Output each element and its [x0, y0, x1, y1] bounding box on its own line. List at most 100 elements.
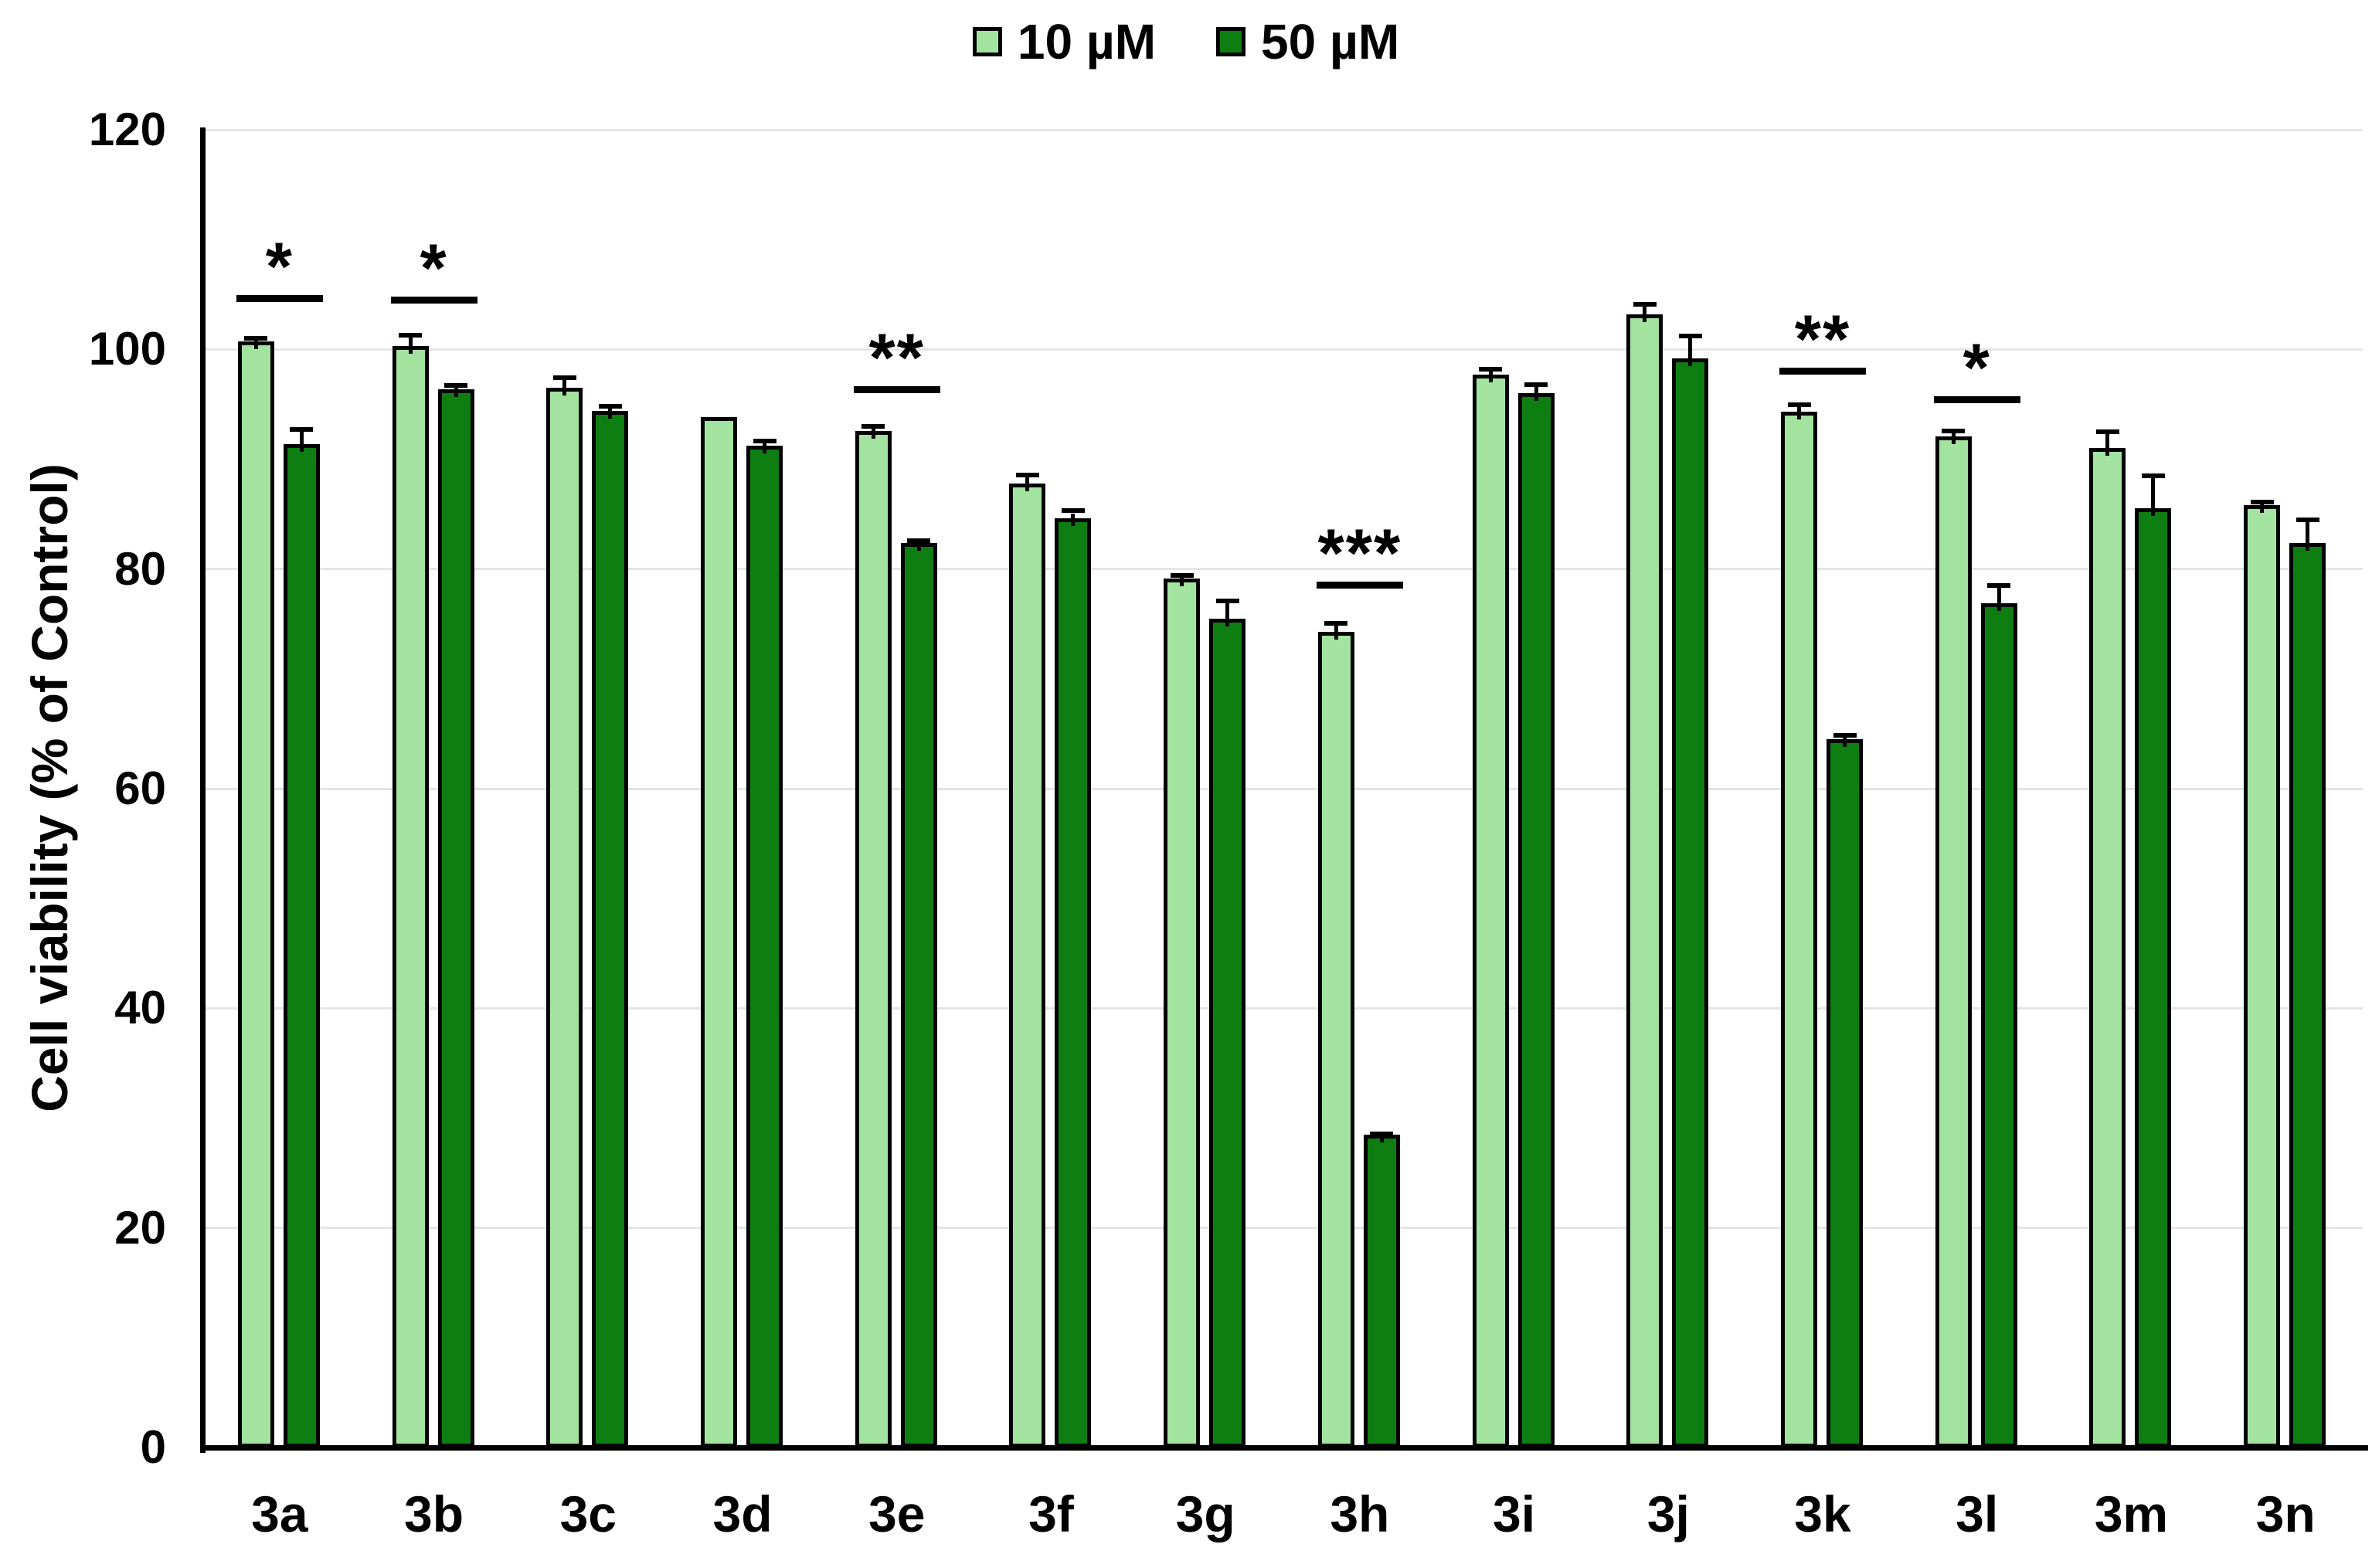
- significance-line-3e: [853, 386, 940, 394]
- x-label-3d: 3d: [712, 1485, 773, 1543]
- x-label-3f: 3f: [1028, 1485, 1074, 1543]
- bar-3d-10uM: [701, 417, 737, 1448]
- gridline-120: [202, 128, 2363, 131]
- error-bar-stem-3k-10uM: [1797, 406, 1801, 420]
- error-bar-stem-3a-10uM: [253, 341, 258, 350]
- bar-3b-50uM: [437, 389, 474, 1448]
- bar-3k-10uM: [1781, 412, 1817, 1448]
- gridline-80: [202, 568, 2363, 571]
- x-label-3i: 3i: [1493, 1485, 1536, 1543]
- bar-3a-10uM: [237, 341, 274, 1448]
- error-bar-stem-3g-50uM: [1225, 603, 1230, 626]
- error-bar-cap-3m-50uM: [2141, 473, 2165, 478]
- x-label-3k: 3k: [1794, 1485, 1851, 1543]
- legend-item-50uM: 50 µM: [1216, 17, 1399, 66]
- legend-label-10uM: 10 µM: [1017, 14, 1156, 70]
- error-bar-stem-3f-10uM: [1025, 477, 1030, 491]
- error-bar-stem-3h-10uM: [1334, 625, 1338, 640]
- error-bar-cap-3c-10uM: [552, 375, 576, 381]
- error-bar-stem-3e-50uM: [916, 542, 921, 551]
- y-tick-label-120: 120: [88, 104, 166, 155]
- error-bar-stem-3n-50uM: [2306, 521, 2310, 551]
- bar-3e-10uM: [855, 430, 892, 1448]
- y-axis-tick-labels: 0 20 40 60 80 100 120: [0, 104, 166, 1473]
- bar-3m-10uM: [2089, 448, 2126, 1448]
- error-bar-cap-3f-50uM: [1061, 508, 1085, 514]
- significance-line-3k: [1779, 368, 1866, 375]
- y-tick-label-40: 40: [114, 982, 166, 1034]
- error-bar-cap-3d-50uM: [753, 438, 777, 443]
- y-tick-label-100: 100: [88, 323, 166, 375]
- significance-line-3b: [390, 296, 477, 304]
- y-tick-label-0: 0: [140, 1421, 166, 1473]
- error-bar-cap-3i-10uM: [1479, 367, 1503, 372]
- significance-stars-3h: ***: [1317, 514, 1402, 592]
- error-bar-cap-3h-50uM: [1370, 1131, 1394, 1136]
- gridline-20: [202, 1227, 2363, 1230]
- bar-3g-50uM: [1209, 618, 1246, 1448]
- error-bar-cap-3k-50uM: [1833, 732, 1857, 738]
- error-bar-cap-3k-10uM: [1787, 402, 1811, 407]
- significance-stars-3k: **: [1794, 300, 1851, 378]
- error-bar-cap-3c-50uM: [598, 404, 622, 409]
- x-label-3j: 3j: [1646, 1485, 1690, 1543]
- error-bar-stem-3b-50uM: [454, 388, 458, 397]
- x-label-3g: 3g: [1175, 1485, 1235, 1543]
- significance-stars-3l: *: [1963, 329, 1991, 406]
- error-bar-cap-3h-10uM: [1324, 620, 1348, 626]
- legend-swatch-10uM-icon: [972, 27, 1002, 56]
- bar-3g-10uM: [1164, 579, 1201, 1448]
- bar-3i-10uM: [1472, 375, 1509, 1448]
- error-bar-cap-3n-10uM: [2250, 500, 2274, 505]
- bar-3n-10uM: [2244, 505, 2281, 1448]
- legend: 10 µM 50 µM: [0, 17, 2372, 66]
- bar-3i-50uM: [1517, 393, 1555, 1448]
- gridline-40: [202, 1006, 2363, 1010]
- legend-label-50uM: 50 µM: [1261, 14, 1400, 70]
- error-bar-stem-3i-10uM: [1488, 372, 1493, 383]
- legend-item-10uM: 10 µM: [972, 14, 1156, 70]
- error-bar-cap-3i-50uM: [1524, 382, 1548, 387]
- x-label-3a: 3a: [251, 1485, 308, 1543]
- x-label-3l: 3l: [1956, 1485, 1999, 1543]
- error-bar-stem-3l-10uM: [1951, 433, 1956, 444]
- error-bar-cap-3e-50uM: [907, 538, 931, 543]
- significance-line-3a: [236, 295, 323, 303]
- bar-3j-10uM: [1626, 314, 1663, 1448]
- significance-line-3h: [1316, 582, 1403, 589]
- error-bar-cap-3j-10uM: [1633, 302, 1657, 307]
- error-bar-cap-3m-10uM: [2095, 429, 2119, 435]
- x-axis-category-labels: 3a 3b 3c 3d 3e 3f 3g 3h 3i 3j 3k 3l 3m 3n: [202, 1485, 2363, 1554]
- x-label-3n: 3n: [2255, 1485, 2316, 1543]
- bar-3m-50uM: [2135, 508, 2172, 1448]
- bar-3e-50uM: [900, 542, 937, 1448]
- error-bar-cap-3e-10uM: [861, 424, 885, 429]
- x-label-3c: 3c: [559, 1485, 617, 1543]
- bar-3h-50uM: [1363, 1134, 1400, 1448]
- bar-3h-10uM: [1317, 631, 1354, 1448]
- error-bar-stem-3k-50uM: [1843, 737, 1847, 748]
- y-tick-label-60: 60: [114, 762, 166, 814]
- significance-line-3l: [1933, 396, 2020, 403]
- significance-stars-3b: *: [420, 229, 448, 306]
- error-bar-stem-3h-50uM: [1379, 1135, 1384, 1142]
- error-bar-stem-3e-10uM: [871, 429, 875, 439]
- bar-3l-10uM: [1935, 436, 1972, 1448]
- x-label-3m: 3m: [2094, 1485, 2169, 1543]
- bar-3f-50uM: [1055, 518, 1092, 1448]
- plot-area: * * ** *** ** *: [202, 128, 2363, 1448]
- error-bar-stem-3j-10uM: [1643, 307, 1647, 322]
- error-bar-stem-3g-10uM: [1180, 578, 1184, 587]
- error-bar-cap-3b-10uM: [399, 333, 423, 338]
- error-bar-stem-3f-50uM: [1071, 513, 1076, 527]
- error-bar-cap-3n-50uM: [2296, 517, 2319, 522]
- error-bar-stem-3c-10uM: [562, 380, 567, 396]
- y-tick-label-20: 20: [114, 1201, 166, 1254]
- x-axis-line: [200, 1445, 2368, 1451]
- bar-3a-50uM: [283, 443, 320, 1448]
- y-tick-label-80: 80: [114, 542, 166, 595]
- bar-3n-50uM: [2289, 542, 2326, 1448]
- error-bar-cap-3a-10uM: [244, 336, 268, 341]
- bar-3l-50uM: [1980, 602, 2017, 1448]
- bar-3c-10uM: [546, 388, 583, 1448]
